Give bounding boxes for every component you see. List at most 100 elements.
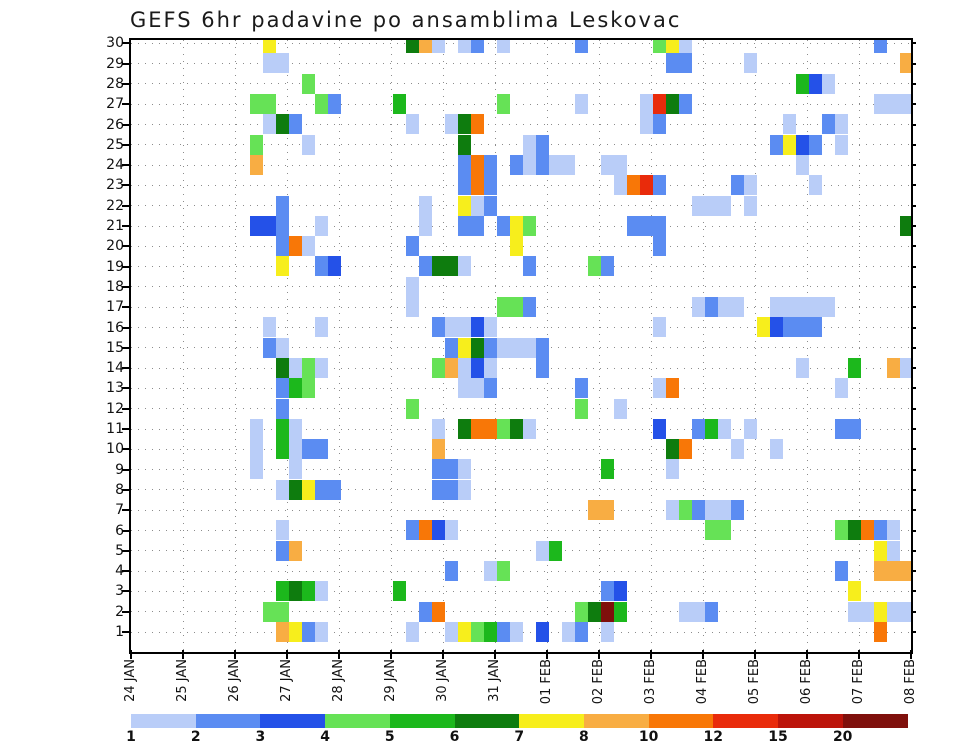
y-tick <box>122 143 130 146</box>
x-tick-label: 27 JAN <box>279 659 294 702</box>
heatmap-cell <box>276 114 289 135</box>
x-tick-label: 02 FEB <box>591 659 606 705</box>
y-tick-right <box>911 367 916 370</box>
heatmap-cell <box>718 520 731 541</box>
x-tick <box>598 650 600 659</box>
heatmap-cell <box>471 175 484 196</box>
y-tick <box>122 529 130 532</box>
heatmap-cell <box>497 40 510 54</box>
y-tick-label: 8 <box>115 481 124 498</box>
y-tick <box>122 610 130 613</box>
y-tick-label: 10 <box>106 441 124 458</box>
heatmap-cell <box>458 175 471 196</box>
v-gridline <box>650 40 652 652</box>
heatmap-cell <box>640 94 653 115</box>
colorbar-segment <box>713 714 779 728</box>
heatmap-cell <box>770 134 783 155</box>
heatmap-cell <box>471 418 484 439</box>
y-tick-label: 18 <box>106 278 124 295</box>
y-tick <box>122 103 130 106</box>
y-tick-label: 23 <box>106 177 124 194</box>
colorbar-segment <box>583 714 650 728</box>
heatmap-cell <box>289 236 302 257</box>
heatmap-cell <box>432 479 445 500</box>
colorbar-segment <box>842 714 908 728</box>
h-gridline <box>131 184 911 186</box>
heatmap-cell <box>484 378 497 399</box>
heatmap-cell <box>510 297 523 318</box>
heatmap-cell <box>601 154 614 175</box>
heatmap-cell <box>796 317 809 338</box>
y-tick-label: 11 <box>106 421 124 437</box>
colorbar-tick-label: 6 <box>449 729 460 742</box>
y-tick-label: 2 <box>115 603 124 620</box>
heatmap-cell <box>783 317 796 338</box>
y-tick-label: 26 <box>106 116 124 133</box>
y-tick-right <box>911 184 916 187</box>
heatmap-cell <box>848 418 861 439</box>
heatmap-cell <box>887 540 900 561</box>
y-tick-label: 20 <box>106 238 124 255</box>
colorbar-tick-label: 20 <box>832 729 853 742</box>
heatmap-cell <box>315 256 328 277</box>
heatmap-cell <box>744 53 757 74</box>
heatmap-cell <box>835 114 848 135</box>
heatmap-cell <box>445 317 458 338</box>
heatmap-cell <box>718 500 731 521</box>
y-tick-label: 12 <box>106 400 124 417</box>
heatmap-cell <box>276 357 289 378</box>
h-gridline <box>131 205 911 207</box>
heatmap-cell <box>692 601 705 622</box>
heatmap-cell <box>458 114 471 135</box>
heatmap-cell <box>445 357 458 378</box>
h-gridline <box>131 367 911 369</box>
heatmap-cell <box>263 317 276 338</box>
y-tick <box>122 285 130 288</box>
heatmap-cell <box>900 601 911 622</box>
heatmap-cell <box>432 439 445 460</box>
heatmap-cell <box>276 520 289 541</box>
heatmap-cell <box>302 439 315 460</box>
heatmap-cell <box>484 195 497 216</box>
heatmap-cell <box>874 540 887 561</box>
y-tick <box>122 245 130 248</box>
colorbar-segment <box>389 714 455 728</box>
heatmap-cell <box>432 357 445 378</box>
heatmap-cell <box>809 73 822 94</box>
heatmap-cell <box>263 53 276 74</box>
heatmap-cell <box>393 581 406 602</box>
heatmap-cell <box>718 418 731 439</box>
h-gridline <box>131 83 911 85</box>
y-tick-right <box>911 346 916 349</box>
h-gridline <box>131 530 911 531</box>
heatmap-cell <box>276 378 289 399</box>
heatmap-cell <box>432 418 445 439</box>
y-tick-label: 14 <box>106 360 124 377</box>
heatmap-cell <box>315 479 328 500</box>
x-tick-label: 01 FEB <box>539 659 554 705</box>
heatmap-cell <box>653 418 666 439</box>
heatmap-cell <box>432 459 445 480</box>
y-tick <box>122 62 130 65</box>
y-tick-label: 6 <box>115 522 124 539</box>
heatmap-cell <box>718 297 731 318</box>
heatmap-cell <box>263 601 276 622</box>
heatmap-cell <box>562 621 575 642</box>
x-tick-label: 07 FEB <box>851 659 866 705</box>
y-tick-label: 1 <box>115 624 124 640</box>
y-tick-label: 3 <box>115 583 124 600</box>
heatmap-cell <box>406 398 419 419</box>
heatmap-cell <box>445 114 458 135</box>
h-gridline <box>131 570 911 572</box>
heatmap-cell <box>458 317 471 338</box>
heatmap-cell <box>302 236 315 257</box>
y-tick <box>122 225 130 227</box>
heatmap-cell <box>575 621 588 642</box>
heatmap-cell <box>263 215 276 236</box>
y-tick-right <box>911 103 916 106</box>
y-tick-label: 9 <box>115 461 124 478</box>
colorbar-tick-label: 10 <box>638 729 659 742</box>
heatmap-cell <box>406 40 419 54</box>
y-tick-right <box>911 631 916 633</box>
colorbar-segment <box>648 714 714 728</box>
